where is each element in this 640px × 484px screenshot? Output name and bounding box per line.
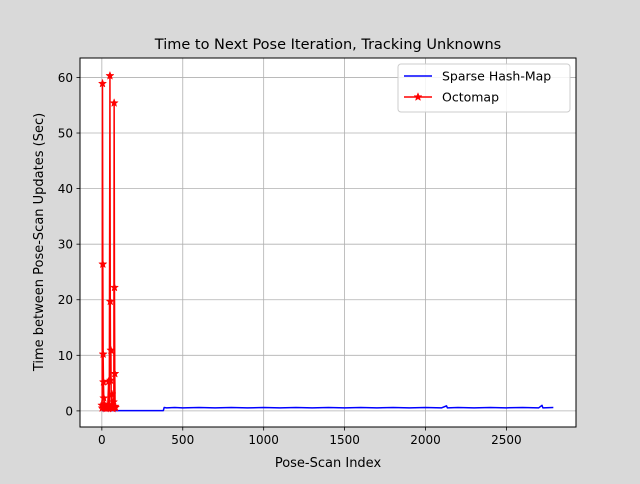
legend-marker-octomap — [413, 92, 423, 101]
data-point-octomap — [98, 259, 108, 269]
plot-frame — [79, 57, 577, 428]
chart-title: Time to Next Pose Iteration, Tracking Un… — [154, 37, 501, 53]
y-tick-label: 0 — [65, 404, 73, 418]
data-point-octomap — [97, 78, 108, 88]
data-point-octomap — [107, 389, 117, 399]
legend-label-sparse-hash-map: Sparse Hash-Map — [442, 69, 551, 84]
y-tick-label: 30 — [58, 238, 73, 252]
data-point-octomap — [98, 349, 108, 359]
data-point-octomap — [109, 98, 119, 107]
series-line-sparse-hash-map — [101, 404, 554, 412]
legend: Sparse Hash-Map Octomap — [397, 63, 571, 113]
x-tick-label: 2500 — [491, 433, 522, 447]
x-tick-label: 500 — [171, 433, 194, 447]
data-point-octomap — [106, 345, 116, 355]
y-tick-label: 20 — [58, 293, 73, 307]
x-tick-label: 2000 — [410, 433, 441, 447]
data-point-octomap — [109, 282, 120, 292]
data-point-octomap — [110, 368, 120, 378]
x-tick-label: 1000 — [248, 433, 279, 447]
x-tick-label: 1500 — [329, 433, 360, 447]
legend-box — [397, 63, 571, 113]
x-axis-label: Pose-Scan Index — [275, 456, 382, 471]
data-point-octomap — [105, 375, 116, 385]
x-tick-label: 0 — [98, 433, 106, 447]
legend-label-octomap: Octomap — [442, 90, 499, 105]
y-tick-label: 10 — [58, 349, 73, 363]
y-tick-label: 60 — [58, 71, 73, 85]
y-axis-label: Time between Pose-Scan Updates (Sec) — [32, 113, 47, 372]
data-point-octomap — [99, 393, 109, 403]
y-tick-label: 50 — [58, 127, 73, 141]
plot-area — [80, 58, 576, 427]
data-point-octomap — [110, 402, 121, 412]
ticks: 0 500 1000 1500 2000 2500 0 10 20 30 40 50 60 — [58, 71, 522, 447]
data-point-octomap — [105, 296, 115, 306]
series-layer — [97, 70, 554, 413]
grid — [80, 58, 576, 427]
data-point-octomap — [105, 70, 115, 80]
y-tick-label: 40 — [58, 182, 73, 196]
